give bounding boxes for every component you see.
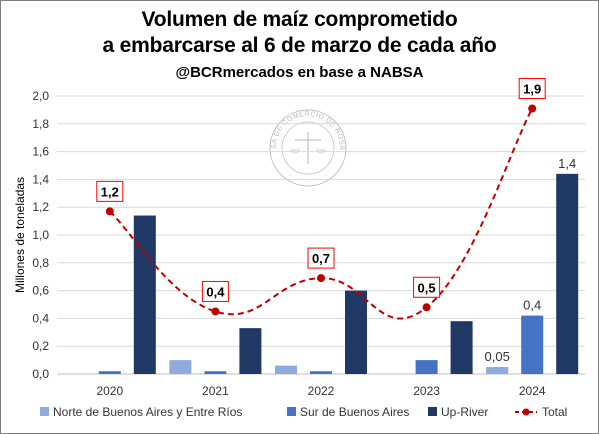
bar xyxy=(556,173,579,374)
watermark-seal-outer xyxy=(269,109,347,187)
watermark-seal-text: BOLSA DE COMERCIO DE ROSARIO xyxy=(0,0,345,150)
y-tick-label: 0,6 xyxy=(32,284,49,298)
total-label-box xyxy=(96,180,124,202)
bar-data-label: 0,05 xyxy=(485,349,510,364)
legend-swatch xyxy=(40,407,49,416)
bar-data-label: 1,4 xyxy=(558,156,576,171)
legend-label: Sur de Buenos Aires xyxy=(300,405,409,419)
legend-label: Norte de Buenos Aires y Entre Ríos xyxy=(53,405,242,419)
bar xyxy=(486,367,509,374)
bar-data-label: 0,4 xyxy=(523,298,541,313)
x-tick-label: 2023 xyxy=(413,384,440,398)
y-tick-label: 0,8 xyxy=(32,256,49,270)
total-label-box xyxy=(518,78,546,100)
y-tick-label: 0,2 xyxy=(32,339,49,353)
bar xyxy=(239,328,262,374)
bar xyxy=(204,371,227,374)
bar xyxy=(450,321,473,374)
y-tick-label: 1,2 xyxy=(32,200,49,214)
bar xyxy=(98,371,121,374)
x-tick-label: 2021 xyxy=(202,384,229,398)
bar xyxy=(169,360,192,374)
total-line xyxy=(109,108,534,320)
chart-title-line2: a embarcarse al 6 de marzo de cada año xyxy=(102,34,497,57)
x-tick-label: 2024 xyxy=(519,384,546,398)
total-point xyxy=(211,307,220,316)
total-data-label: 0,7 xyxy=(312,251,330,266)
legend-swatch xyxy=(287,407,296,416)
legend-label: Up-River xyxy=(441,405,488,419)
total-point xyxy=(317,274,325,283)
y-tick-label: 1,0 xyxy=(32,228,49,242)
y-tick-label: 2,0 xyxy=(32,89,49,103)
total-label-box xyxy=(307,247,335,269)
watermark-seal-scale-pan-right xyxy=(316,149,326,154)
legend-marker xyxy=(522,408,530,416)
y-tick-label: 0,4 xyxy=(32,311,49,325)
x-tick-label: 2022 xyxy=(308,384,335,398)
y-tick-label: 1,8 xyxy=(32,117,49,131)
total-data-label: 1,9 xyxy=(523,82,541,97)
y-tick-label: 1,4 xyxy=(32,172,49,186)
legend-swatch xyxy=(428,407,437,416)
total-data-label: 0,5 xyxy=(418,280,436,295)
bar xyxy=(521,315,544,374)
chart-title-line1: Volumen de maíz comprometido xyxy=(141,8,458,31)
watermark-seal-inner xyxy=(281,121,335,175)
x-tick-label: 2020 xyxy=(96,384,123,398)
total-point xyxy=(105,207,114,216)
total-data-label: 1,2 xyxy=(101,184,119,199)
bar xyxy=(133,215,156,374)
total-label-box xyxy=(413,276,441,298)
total-point xyxy=(422,303,431,312)
y-axis-title: Millones de toneladas xyxy=(13,177,27,293)
total-data-label: 0,4 xyxy=(206,284,225,299)
y-tick-label: 0,0 xyxy=(32,367,49,381)
bar xyxy=(345,290,367,374)
bar xyxy=(310,371,332,374)
total-point xyxy=(528,104,537,113)
chart-subtitle: @BCRmercados en base a NABSA xyxy=(175,64,424,81)
y-tick-label: 1,6 xyxy=(32,145,49,159)
bar xyxy=(275,365,297,374)
total-label-box xyxy=(201,280,229,302)
legend-label: Total xyxy=(542,405,567,419)
bar xyxy=(415,360,438,374)
watermark-seal-scale-pan-left xyxy=(290,149,300,154)
